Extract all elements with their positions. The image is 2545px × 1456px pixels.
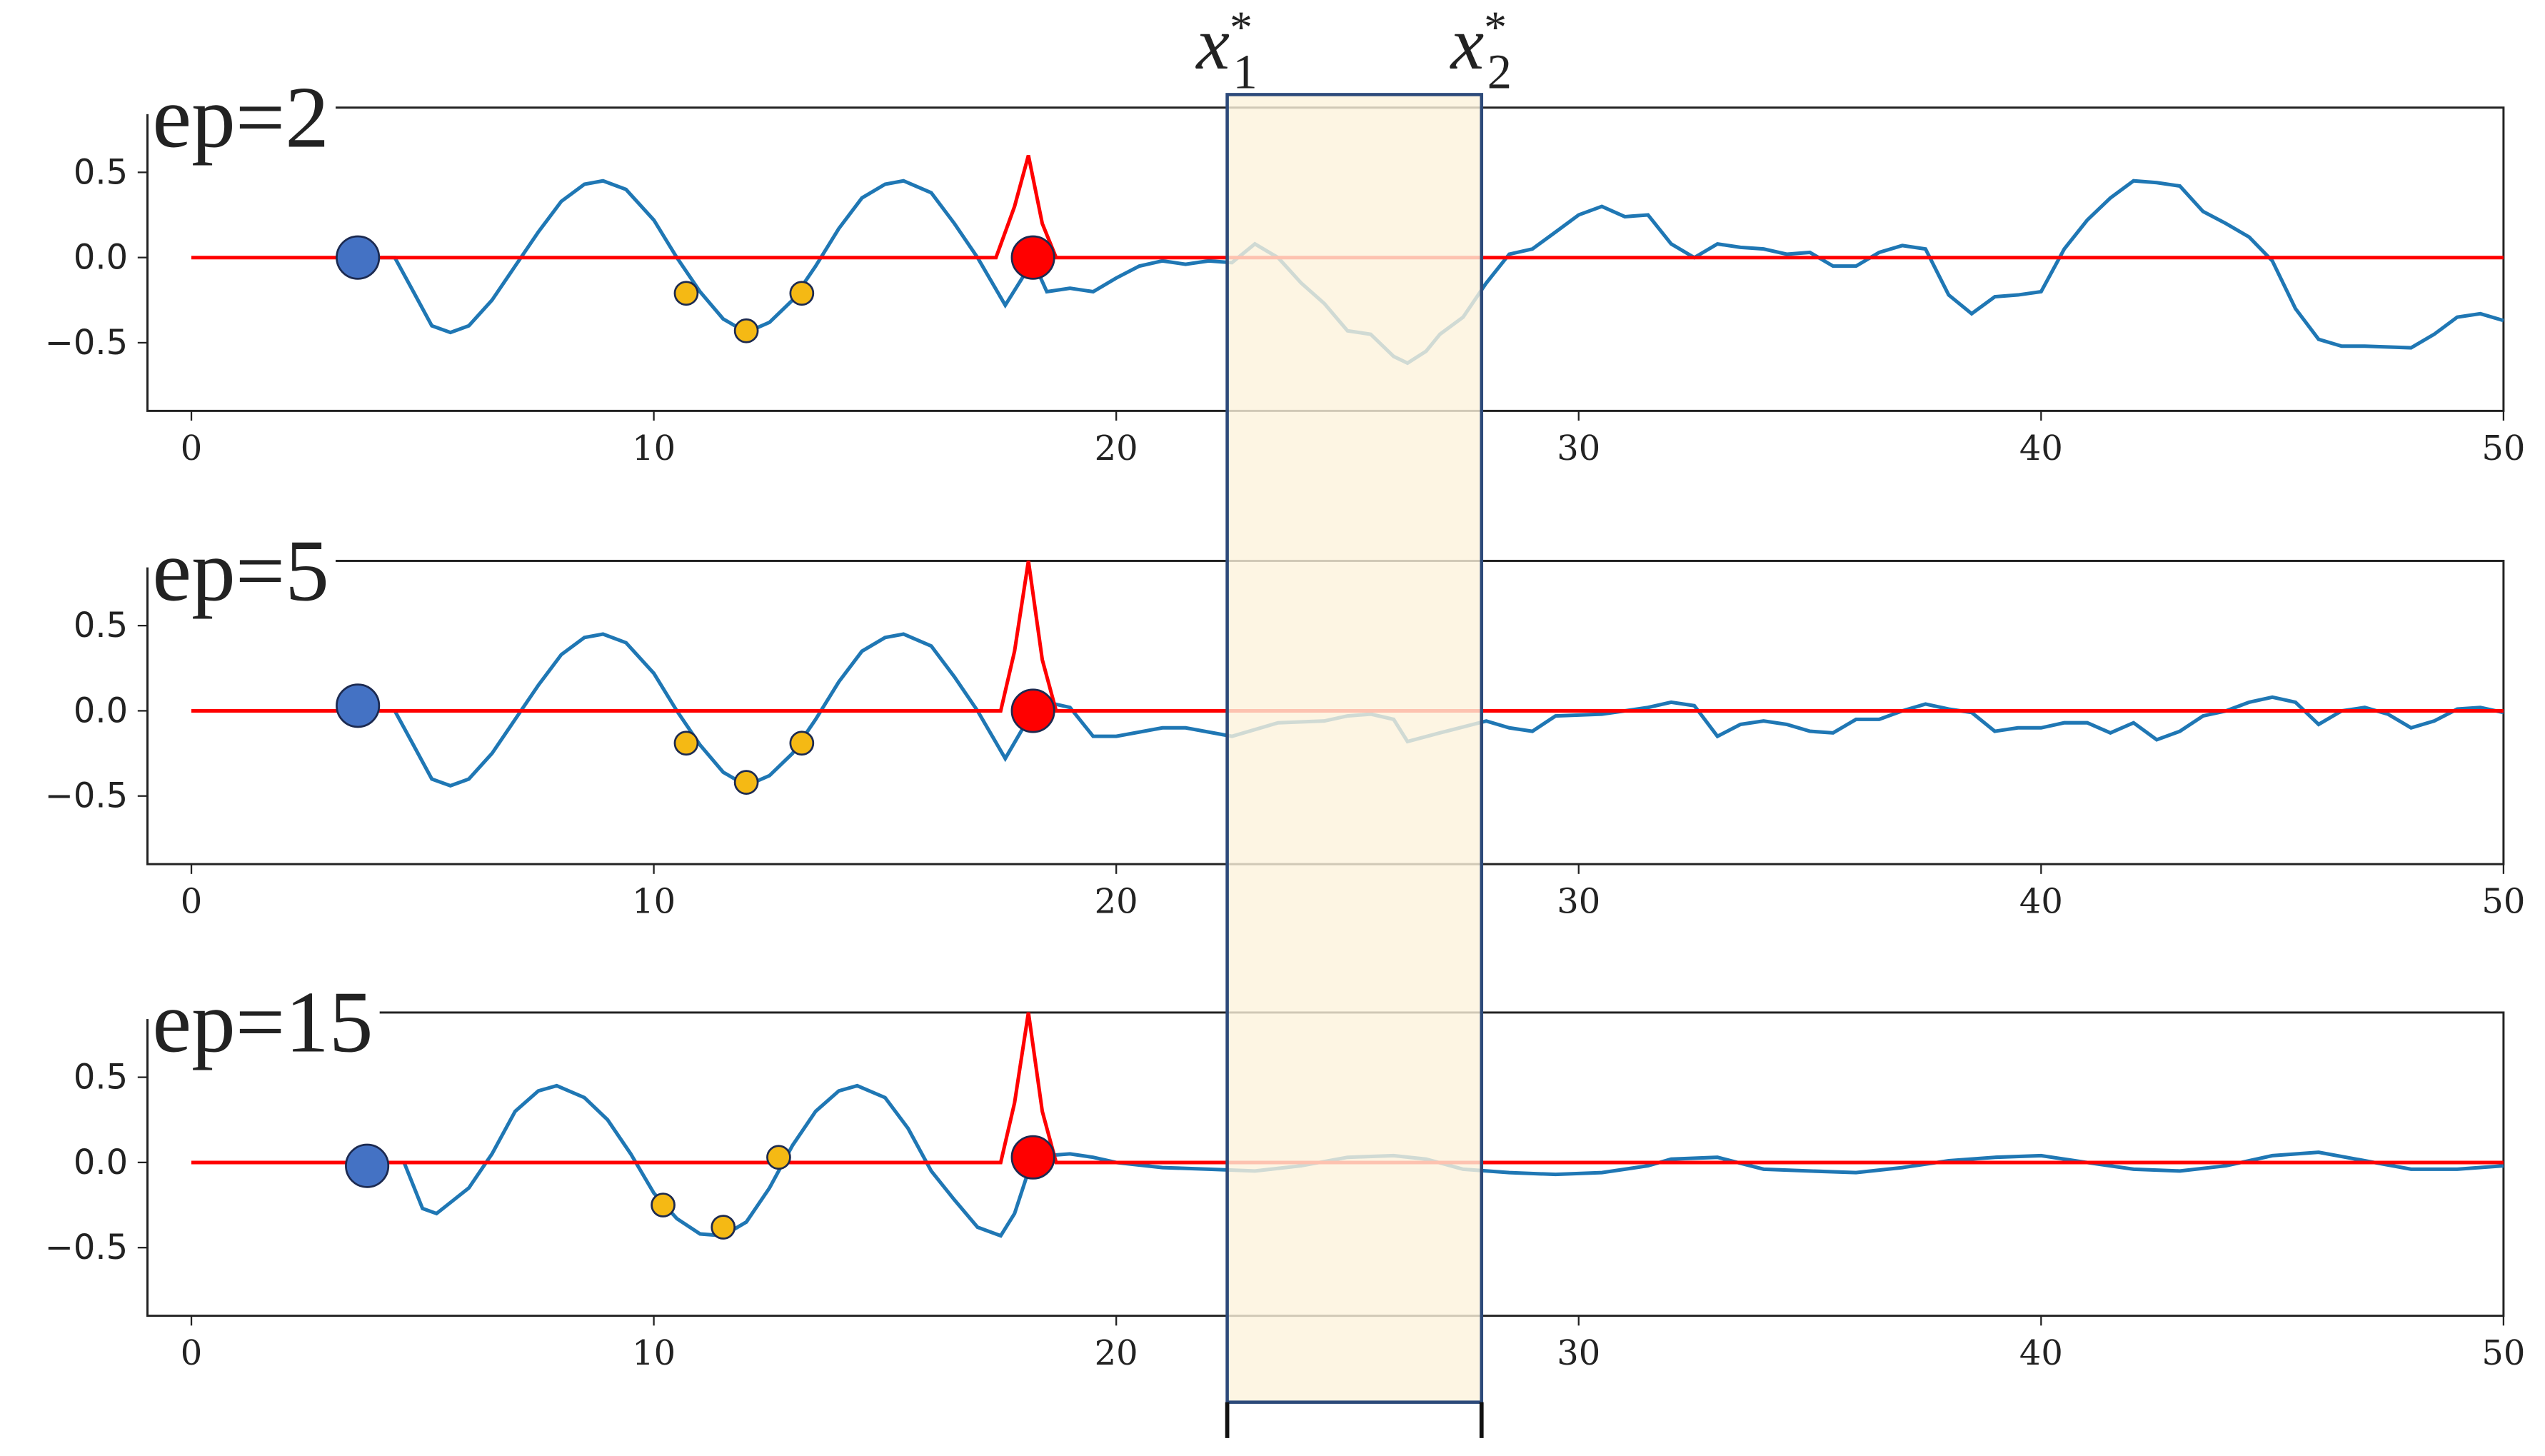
- point-marker: [789, 730, 815, 756]
- x-tick-label: 40: [2019, 429, 2063, 468]
- label-sup: *: [1230, 1, 1253, 52]
- x2-label: x* 2: [1450, 1, 1512, 99]
- x-tick-label: 10: [632, 883, 676, 922]
- point-marker: [1010, 688, 1055, 733]
- point-marker: [345, 1143, 390, 1188]
- point-marker: [711, 1215, 736, 1240]
- y-tick-label: 0.0: [74, 239, 128, 278]
- title-background: [146, 1005, 380, 1020]
- line: [191, 561, 2504, 713]
- x-tick-label: 20: [1095, 1334, 1138, 1373]
- line: [191, 154, 2504, 260]
- x-tick-label: 50: [2481, 1334, 2525, 1373]
- title-background: [146, 101, 336, 114]
- point-marker: [336, 235, 381, 280]
- label-base: x: [1195, 1, 1230, 85]
- point-marker: [1010, 1135, 1055, 1180]
- y-tick-label: −0.5: [45, 323, 128, 363]
- point-marker: [789, 281, 815, 306]
- x-tick-label: 40: [2019, 883, 2063, 922]
- title-background: [146, 554, 336, 568]
- x-tick-label: 50: [2481, 429, 2525, 468]
- point-marker: [733, 770, 759, 795]
- x-tick-label: 30: [1557, 1334, 1600, 1373]
- x-tick-label: 30: [1557, 429, 1600, 468]
- x-tick-label: 10: [632, 429, 676, 468]
- chart-title: ep=15: [152, 973, 373, 1071]
- point-marker: [651, 1193, 676, 1217]
- x-tick-label: 0: [181, 883, 202, 922]
- chart-title: ep=2: [152, 68, 329, 166]
- label-sup: *: [1484, 1, 1507, 52]
- y-tick-label: 0.5: [74, 153, 128, 192]
- label-base: x: [1450, 1, 1485, 85]
- y-tick-label: 0.0: [74, 1143, 128, 1183]
- point-marker: [336, 683, 381, 728]
- x-tick-label: 10: [632, 1334, 676, 1373]
- highlight-region: [1225, 93, 1484, 1404]
- chart-title: ep=5: [152, 521, 329, 619]
- x-tick-label: 40: [2019, 1334, 2063, 1373]
- label-sub: 1: [1233, 44, 1258, 99]
- point-marker: [673, 281, 699, 306]
- label-sub: 2: [1487, 44, 1512, 99]
- y-tick-label: −0.5: [45, 1228, 128, 1267]
- point-marker: [733, 318, 759, 343]
- x-tick-label: 20: [1095, 883, 1138, 922]
- line: [367, 1083, 2504, 1238]
- x-tick-label: 0: [181, 1334, 202, 1373]
- point-marker: [673, 730, 699, 756]
- y-tick-label: −0.5: [45, 777, 128, 816]
- y-tick-label: 0.5: [74, 606, 128, 646]
- x1-label: x* 1: [1195, 1, 1257, 99]
- x-tick-label: 30: [1557, 883, 1600, 922]
- y-tick-label: 0.5: [74, 1058, 128, 1098]
- x-tick-label: 50: [2481, 883, 2525, 922]
- point-marker: [1010, 235, 1055, 280]
- x-tick-label: 20: [1095, 429, 1138, 468]
- line: [191, 1012, 2504, 1165]
- point-marker: [766, 1145, 791, 1170]
- x-tick-label: 0: [181, 429, 202, 468]
- y-tick-label: 0.0: [74, 691, 128, 730]
